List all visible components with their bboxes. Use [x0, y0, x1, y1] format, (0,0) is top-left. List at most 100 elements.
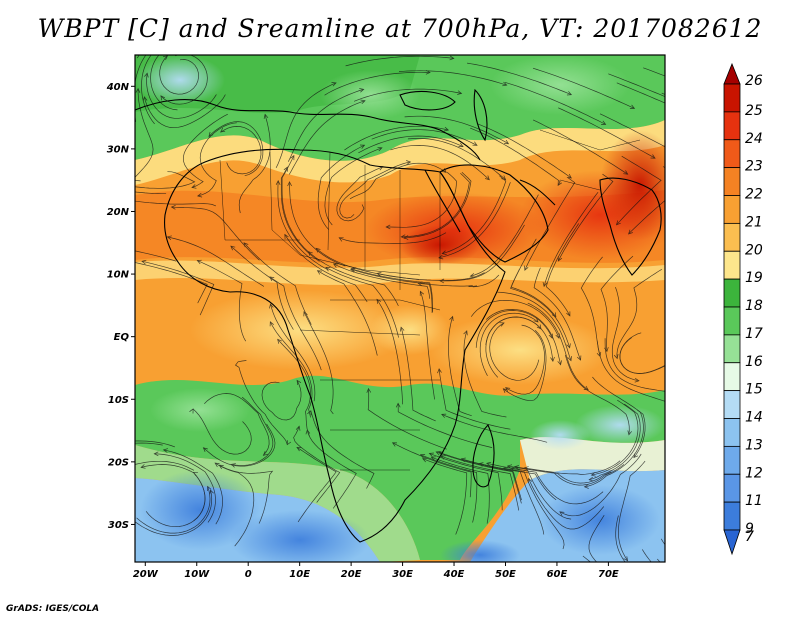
streamline — [440, 224, 525, 282]
streamline — [543, 191, 599, 287]
streamline-arrow — [439, 278, 445, 284]
streamline-arrow — [505, 387, 511, 392]
streamline-arrow — [463, 330, 468, 336]
streamline — [545, 223, 579, 317]
streamline — [135, 200, 217, 207]
streamline-arrow — [295, 425, 301, 431]
persian-gulf-coastline — [519, 179, 556, 206]
streamline-arrow — [269, 303, 274, 309]
streamline-arrow — [296, 379, 302, 385]
streamline-arrow — [557, 256, 563, 262]
streamline-arrow — [189, 408, 194, 414]
colorbar-label: 11 — [745, 493, 763, 509]
streamline — [135, 262, 208, 304]
streamline-arrow — [263, 113, 269, 119]
streamline-arrow — [70, 236, 74, 240]
border-line — [219, 129, 641, 471]
streamline — [135, 460, 195, 471]
streamline — [505, 324, 545, 395]
caspian-coastline — [473, 88, 488, 142]
streamline — [557, 173, 614, 262]
colorbar-swatch — [723, 222, 741, 252]
streamline-arrow — [583, 385, 589, 391]
streamline-arrow — [689, 354, 693, 358]
streamline — [146, 73, 217, 119]
streamline-arrow — [566, 173, 572, 179]
streamline — [238, 114, 271, 214]
colorbar-label: 22 — [745, 187, 763, 203]
streamline-arrow — [269, 321, 274, 327]
streamline-arrow — [290, 154, 295, 161]
streamline-arrow — [303, 311, 308, 317]
streamline — [442, 175, 507, 254]
colorbar-swatch — [723, 445, 741, 475]
streamline-arrow — [678, 392, 682, 396]
lon-tick-label: 20E — [341, 569, 362, 580]
streamline-arrow — [305, 429, 311, 435]
streamline-arrow — [566, 311, 571, 317]
streamline — [135, 250, 177, 262]
colorbar: 26 25 24 23 22 21 20 19 18 17 16 15 14 13 12 11 97 — [723, 62, 763, 556]
streamline — [527, 302, 589, 391]
streamline — [532, 119, 628, 175]
streamline — [270, 304, 316, 402]
streamline-arrow — [567, 356, 572, 362]
streamline-arrow — [419, 454, 426, 459]
colorbar-label: 13 — [745, 437, 763, 453]
streamline-arrow — [395, 402, 401, 408]
streamline — [284, 234, 368, 303]
streamline-arrow — [82, 167, 86, 171]
streamline-arrow — [230, 245, 236, 251]
africa-coastline — [164, 148, 506, 543]
streamline — [280, 166, 320, 262]
europe-coastline — [135, 99, 481, 161]
streamline — [325, 267, 399, 338]
streamline — [616, 155, 662, 226]
streamline-arrow — [196, 259, 202, 265]
colorbar-label: 23 — [745, 159, 763, 175]
streamline — [431, 456, 490, 524]
streamline — [588, 515, 605, 562]
lon-tick-label: 10W — [184, 569, 210, 580]
colorbar-swatch — [723, 473, 741, 503]
streamline-arrow — [502, 388, 508, 394]
streamline-arrow — [307, 410, 312, 416]
streamline-arrow — [460, 457, 466, 463]
country-borders — [219, 129, 641, 471]
colorbar-swatch — [723, 362, 741, 392]
streamline-arrow — [634, 378, 640, 383]
streamline — [643, 67, 665, 77]
wbpt-shaded-field — [135, 55, 665, 562]
streamline-arrow — [142, 96, 148, 102]
streamline — [214, 462, 255, 547]
streamline-arrow — [166, 235, 172, 240]
streamline-arrow — [443, 126, 450, 132]
streamline — [528, 478, 605, 530]
latitude-axis: 40N 30N 20N 10N EQ 10S 20S 30S — [106, 82, 135, 531]
streamline — [167, 236, 265, 287]
streamline — [596, 340, 665, 402]
streamline — [401, 172, 470, 238]
map-frame — [134, 54, 666, 563]
streamline-arrow — [202, 447, 208, 453]
colorbar-label: 18 — [745, 298, 763, 314]
streamline-arrow — [116, 183, 120, 187]
streamline-arrow — [286, 440, 292, 446]
streamline — [293, 426, 341, 503]
streamline — [351, 268, 433, 312]
streamline — [135, 442, 163, 446]
streamline — [441, 413, 548, 443]
streamline-arrow — [650, 154, 656, 159]
streamline-arrow — [623, 170, 629, 175]
streamline — [367, 388, 447, 450]
streamline — [497, 291, 572, 361]
lon-tick-label: 20W — [133, 569, 159, 580]
streamline-arrow — [296, 447, 302, 452]
streamline-arrow — [123, 259, 127, 263]
streamline-arrow — [67, 448, 71, 452]
streamline — [231, 396, 274, 466]
streamline — [476, 123, 572, 179]
streamline — [611, 286, 639, 382]
streamline-arrow — [108, 195, 112, 199]
streamline — [315, 248, 420, 280]
